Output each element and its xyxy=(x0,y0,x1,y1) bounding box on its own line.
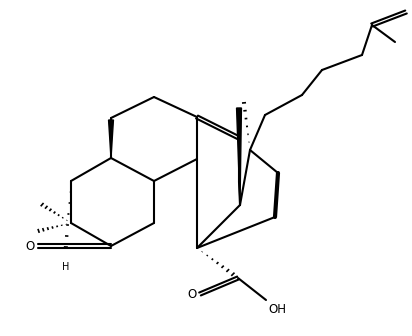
Polygon shape xyxy=(109,120,113,158)
Text: O: O xyxy=(26,240,35,252)
Polygon shape xyxy=(236,108,241,205)
Text: O: O xyxy=(187,288,197,300)
Text: OH: OH xyxy=(268,303,286,316)
Text: H: H xyxy=(62,262,70,272)
